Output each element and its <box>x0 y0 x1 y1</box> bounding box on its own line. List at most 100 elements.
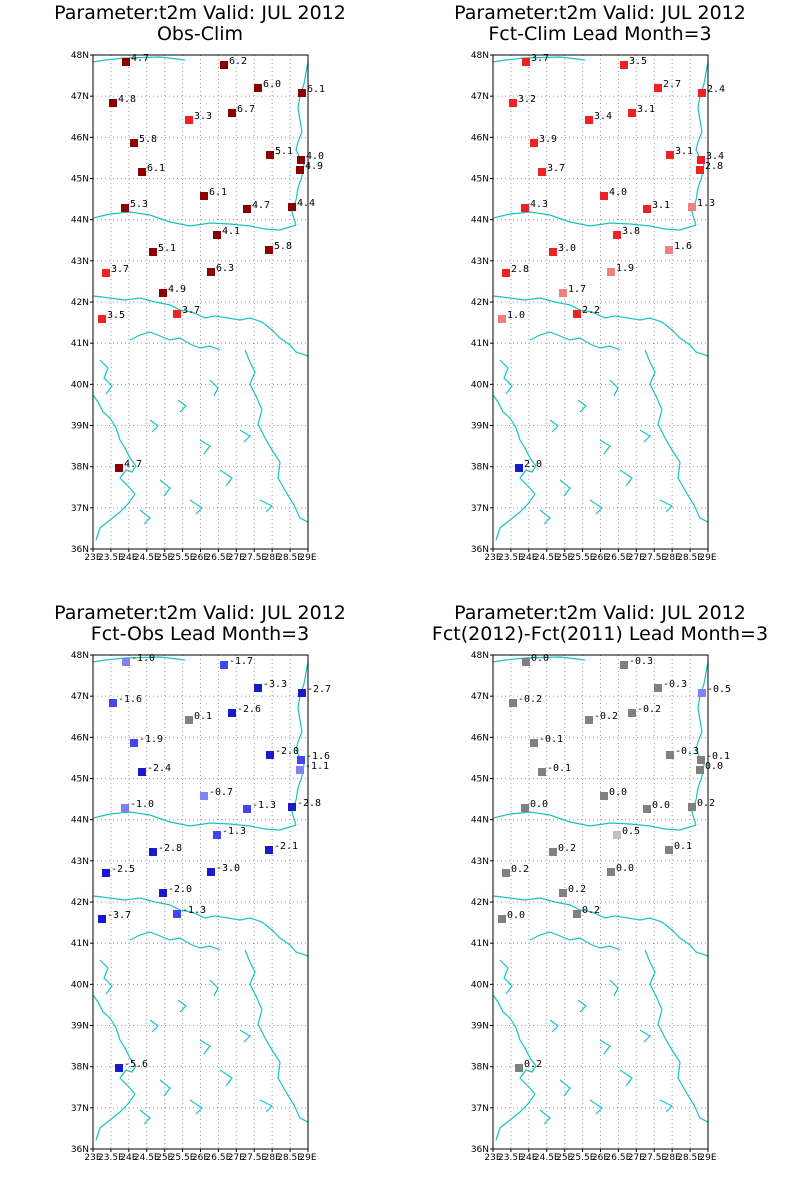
lon-tick-label: 26.5E <box>206 553 232 563</box>
station-marker <box>697 156 705 164</box>
station-value-label: 0.0 <box>652 800 670 811</box>
coastline <box>499 959 513 995</box>
station-marker <box>98 915 106 923</box>
station-marker <box>243 205 251 213</box>
panel-subtitle: Obs-Clim <box>156 23 244 45</box>
lat-tick-label: 38N <box>71 1063 89 1073</box>
station-value-label: 2.2 <box>582 305 600 316</box>
station-value-label: 0.0 <box>616 863 634 874</box>
coastline <box>577 999 587 1013</box>
lat-tick-label: 42N <box>71 898 89 908</box>
coastline <box>219 469 233 487</box>
lat-tick-label: 48N <box>471 51 489 61</box>
lon-tick-label: 27E <box>628 553 645 563</box>
coastline <box>609 379 619 397</box>
station-marker <box>254 84 262 92</box>
lat-tick-label: 47N <box>471 92 489 102</box>
coastline <box>619 1069 633 1087</box>
coastline <box>577 399 587 413</box>
lat-tick-label: 47N <box>71 92 89 102</box>
station-value-label: 6.3 <box>216 263 234 274</box>
lon-tick-label: 23E <box>84 1153 101 1163</box>
station-value-label: 4.3 <box>530 199 548 210</box>
coastline <box>559 479 571 497</box>
station-marker <box>530 739 538 747</box>
lon-tick-label: 24E <box>520 553 537 563</box>
lat-tick-label: 38N <box>471 1063 489 1073</box>
lat-tick-label: 36N <box>471 1145 489 1155</box>
lon-tick-label: 29E <box>299 1153 316 1163</box>
lon-tick-label: 26E <box>192 553 209 563</box>
station-value-label: 3.7 <box>111 264 129 275</box>
station-value-label: -1.3 <box>252 800 276 811</box>
station-marker <box>159 289 167 297</box>
station-value-label: -1.1 <box>305 761 329 772</box>
map-canvas: 36N 37N 38N 39N 40N 41N 42N 43N 44N 45N 46N 47N 48N 2… <box>471 51 725 563</box>
lat-tick-label: 45N <box>71 175 89 185</box>
station-marker <box>498 915 506 923</box>
station-value-label: -2.1 <box>274 841 298 852</box>
lon-tick-label: 28E <box>664 1153 681 1163</box>
station-value-label: 0.2 <box>582 905 600 916</box>
station-value-label: 3.1 <box>652 200 670 211</box>
station-value-label: -0.7 <box>209 787 233 798</box>
station-marker <box>620 61 628 69</box>
lat-tick-label: 43N <box>471 257 489 267</box>
lon-tick-label: 25.5E <box>570 1153 596 1163</box>
station-marker <box>266 751 274 759</box>
station-marker <box>122 658 130 666</box>
station-value-label: 5.8 <box>274 241 292 252</box>
station-value-label: -0.5 <box>707 684 731 695</box>
coastline <box>92 994 137 1141</box>
coastline <box>139 1109 151 1125</box>
station-value-label: 4.7 <box>131 53 149 64</box>
station-value-label: 4.0 <box>306 151 324 162</box>
station-value-label: -1.7 <box>229 656 253 667</box>
station-marker <box>502 869 510 877</box>
station-marker <box>600 192 608 200</box>
station-marker <box>698 689 706 697</box>
panel-subtitle: Fct(2012)-Fct(2011) Lead Month=3 <box>431 623 769 645</box>
station-value-label: 3.4 <box>594 111 612 122</box>
station-marker <box>213 831 221 839</box>
station-marker <box>666 751 674 759</box>
coastline <box>644 349 709 523</box>
station-marker <box>696 166 704 174</box>
station-marker <box>538 768 546 776</box>
station-value-label: 4.1 <box>222 226 240 237</box>
coastline <box>149 419 159 433</box>
station-value-label: 6.2 <box>229 56 247 67</box>
lat-tick-label: 40N <box>71 380 89 390</box>
station-marker <box>115 464 123 472</box>
lat-tick-label: 36N <box>71 545 89 555</box>
station-value-label: 0.2 <box>568 884 586 895</box>
coastline <box>639 429 651 443</box>
station-value-label: -2.6 <box>237 704 261 715</box>
station-value-label: 1.3 <box>697 198 715 209</box>
coastline <box>539 509 551 525</box>
station-value-label: 2.0 <box>524 459 542 470</box>
map-canvas: 36N 37N 38N 39N 40N 41N 42N 43N 44N 45N 46N 47N 48N 2… <box>471 651 731 1163</box>
lat-tick-label: 41N <box>71 339 89 349</box>
station-marker <box>643 205 651 213</box>
lat-tick-label: 43N <box>71 257 89 267</box>
station-marker <box>288 203 296 211</box>
station-marker <box>530 139 538 147</box>
lon-tick-label: 25E <box>556 1153 573 1163</box>
lon-tick-label: 24.5E <box>134 553 160 563</box>
station-value-label: -1.6 <box>118 694 142 705</box>
station-marker <box>613 831 621 839</box>
lon-tick-label: 25.5E <box>170 553 196 563</box>
station-marker <box>159 889 167 897</box>
lon-tick-label: 28E <box>264 1153 281 1163</box>
station-value-label: -1.9 <box>139 734 163 745</box>
lat-tick-label: 47N <box>471 692 489 702</box>
station-marker <box>538 168 546 176</box>
lon-tick-label: 27.5E <box>241 1153 267 1163</box>
lon-tick-label: 26.5E <box>606 553 632 563</box>
lat-tick-label: 48N <box>71 51 89 61</box>
coastline <box>177 999 187 1013</box>
station-marker <box>498 315 506 323</box>
station-marker <box>515 464 523 472</box>
station-marker <box>265 846 273 854</box>
